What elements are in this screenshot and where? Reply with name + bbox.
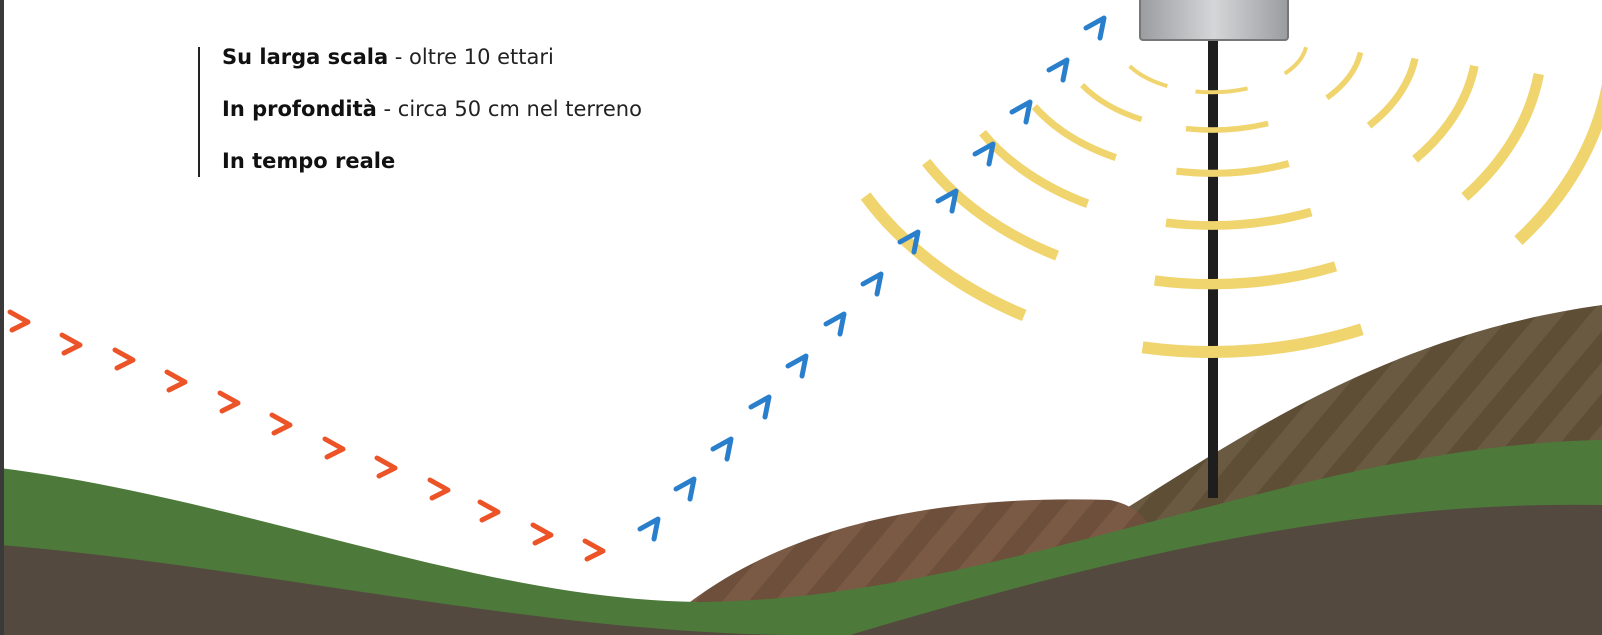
feature-title: In profondità [222,97,377,121]
window-edge [0,0,4,635]
signal-arc [1327,53,1361,98]
red-chevron [377,458,395,476]
red-chevron [62,335,80,353]
red-chevron [10,312,28,330]
signal-arc [1196,88,1248,92]
feature-detail: - oltre 10 ettari [388,45,554,69]
feature: In profondità - circa 50 cm nel terreno [222,99,642,151]
blue-chevron [640,519,658,539]
signal-arc [1082,85,1141,119]
red-chevron [115,350,133,368]
blue-chevron [975,144,993,164]
signal-arc [1285,47,1306,73]
signal-waves [866,47,1602,352]
red-chevron [167,372,185,390]
feature: Su larga scala - oltre 10 ettari [222,47,642,99]
blue-chevron [713,439,731,459]
red-chevron [325,439,343,457]
sensor-device [1140,0,1288,40]
blue-chevron [1012,102,1030,122]
signal-arc [1130,66,1168,86]
signal-arc [1186,123,1268,130]
red-chevron [430,480,448,498]
signal-arc [1415,66,1474,159]
feature-title: In tempo reale [222,149,395,173]
blue-chevron [863,274,881,294]
signal-arc [866,196,1025,315]
red-chevron [220,393,238,411]
signal-arc [1143,329,1362,352]
blue-chevron [788,356,806,376]
illustration: Su larga scala - oltre 10 ettari In prof… [0,0,1602,635]
red-chevron [272,415,290,433]
signal-arc [1166,212,1311,226]
feature-detail: - circa 50 cm nel terreno [377,97,642,121]
blue-chevron [1086,18,1104,38]
feature-list: Su larga scala - oltre 10 ettari In prof… [198,47,642,177]
red-chevron [585,541,603,559]
signal-arc [983,133,1088,204]
blue-chevron [826,314,844,334]
signal-arc [1155,266,1336,284]
feature: In tempo reale [222,151,642,203]
signal-arc [1465,74,1539,197]
signal-arc [1034,107,1115,158]
pole [1208,38,1218,498]
signal-arc [1369,59,1415,126]
feature-title: Su larga scala [222,45,388,69]
blue-chevron [751,397,769,417]
blue-chevron [1049,60,1067,80]
blue-chevron [938,191,956,211]
red-chevron [480,502,498,520]
red-chevron [533,525,551,543]
signal-arc [1176,164,1288,174]
blue-chevron [676,479,694,499]
